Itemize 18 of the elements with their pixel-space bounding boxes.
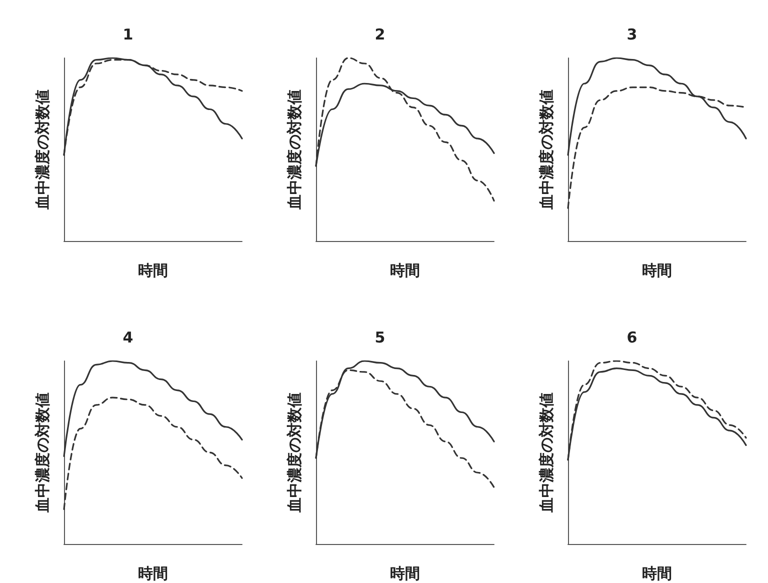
x-axis-title: 時間	[138, 262, 168, 280]
chart-title: 1	[122, 26, 134, 44]
chart-title: 4	[122, 328, 134, 346]
y-axis-title: 血中濃度の対数値	[34, 392, 52, 514]
x-axis-title: 時間	[390, 262, 420, 280]
x-axis-title: 時間	[642, 564, 672, 582]
y-axis-title: 血中濃度の対数値	[538, 392, 556, 514]
x-axis-title: 時間	[642, 262, 672, 280]
chart-title: 2	[374, 26, 386, 44]
x-axis-title: 時間	[390, 564, 420, 582]
x-axis-title: 時間	[138, 564, 168, 582]
y-axis-title: 血中濃度の対数値	[286, 392, 304, 514]
chart-title: 6	[626, 328, 638, 346]
chart-title: 5	[374, 328, 386, 346]
chart-title: 3	[626, 26, 638, 44]
y-axis-title: 血中濃度の対数値	[34, 90, 52, 210]
y-axis-title: 血中濃度の対数値	[538, 90, 556, 210]
y-axis-title: 血中濃度の対数値	[286, 90, 304, 210]
